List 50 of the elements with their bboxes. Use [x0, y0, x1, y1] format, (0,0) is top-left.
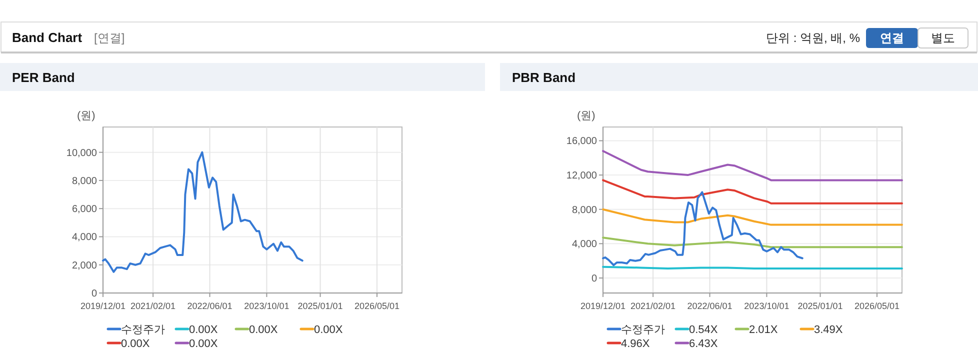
- y-tick-label: 4,000: [72, 232, 98, 244]
- text: 별도: [931, 31, 955, 45]
- legend-label: 6.43X: [689, 338, 718, 350]
- x-tick-label: 2025/01/01: [798, 301, 843, 311]
- line-series: [102, 151, 304, 273]
- x-tick-label: 2019/12/01: [80, 301, 126, 311]
- legend-label: 수정주가: [621, 324, 665, 336]
- line-series: [602, 236, 903, 248]
- y-tick-label: 0: [591, 273, 598, 284]
- y-tick-label: 12,000: [566, 170, 598, 182]
- legend-label: 2.01X: [749, 324, 778, 336]
- legend-label: 0.00X: [249, 324, 278, 336]
- line-series: [602, 208, 903, 226]
- legend-label: 0.54X: [689, 324, 718, 336]
- x-tick-label: 2021/02/01: [130, 301, 176, 311]
- y-axis-title: (원): [577, 110, 596, 122]
- y-tick-label: 8,000: [72, 176, 98, 187]
- y-tick-label: 10,000: [66, 148, 98, 159]
- legend-label: 수정주가: [121, 324, 165, 336]
- legend-label: 0.00X: [121, 338, 150, 350]
- text: 단위 : 억원, 배, %: [766, 31, 860, 45]
- legend-label: 0.00X: [189, 324, 218, 336]
- chart-title: PBR Band: [512, 70, 576, 85]
- y-tick-label: 6,000: [72, 204, 98, 216]
- y-tick-label: 2,000: [72, 260, 98, 272]
- x-tick-label: 2021/02/01: [630, 301, 676, 311]
- x-tick-label: 2023/10/01: [244, 301, 290, 311]
- legend-label: 0.00X: [314, 324, 344, 336]
- line-series: [602, 150, 903, 182]
- x-tick-label: 2019/12/01: [580, 301, 626, 311]
- text: [연결]: [94, 31, 125, 45]
- text: 연결: [880, 31, 904, 45]
- legend-label: 0.00X: [189, 338, 218, 350]
- x-tick-label: 2022/06/01: [687, 301, 732, 311]
- x-tick-label: 2023/10/01: [744, 301, 790, 311]
- legend-label: 3.49X: [814, 324, 844, 336]
- chart-title: PER Band: [12, 70, 75, 85]
- y-tick-label: 16,000: [566, 136, 598, 148]
- legend-label: 4.96X: [621, 338, 650, 350]
- line-series: [602, 191, 804, 266]
- x-tick-label: 2025/01/01: [298, 301, 343, 311]
- text: Band Chart: [12, 30, 83, 45]
- y-tick-label: 0: [91, 288, 98, 300]
- x-tick-label: 2026/05/01: [854, 301, 900, 311]
- x-tick-label: 2026/05/01: [354, 301, 400, 311]
- line-series: [602, 179, 903, 204]
- y-axis-title: (원): [77, 110, 96, 122]
- y-tick-label: 4,000: [572, 239, 598, 250]
- x-tick-label: 2022/06/01: [187, 301, 232, 311]
- y-tick-label: 8,000: [572, 204, 598, 216]
